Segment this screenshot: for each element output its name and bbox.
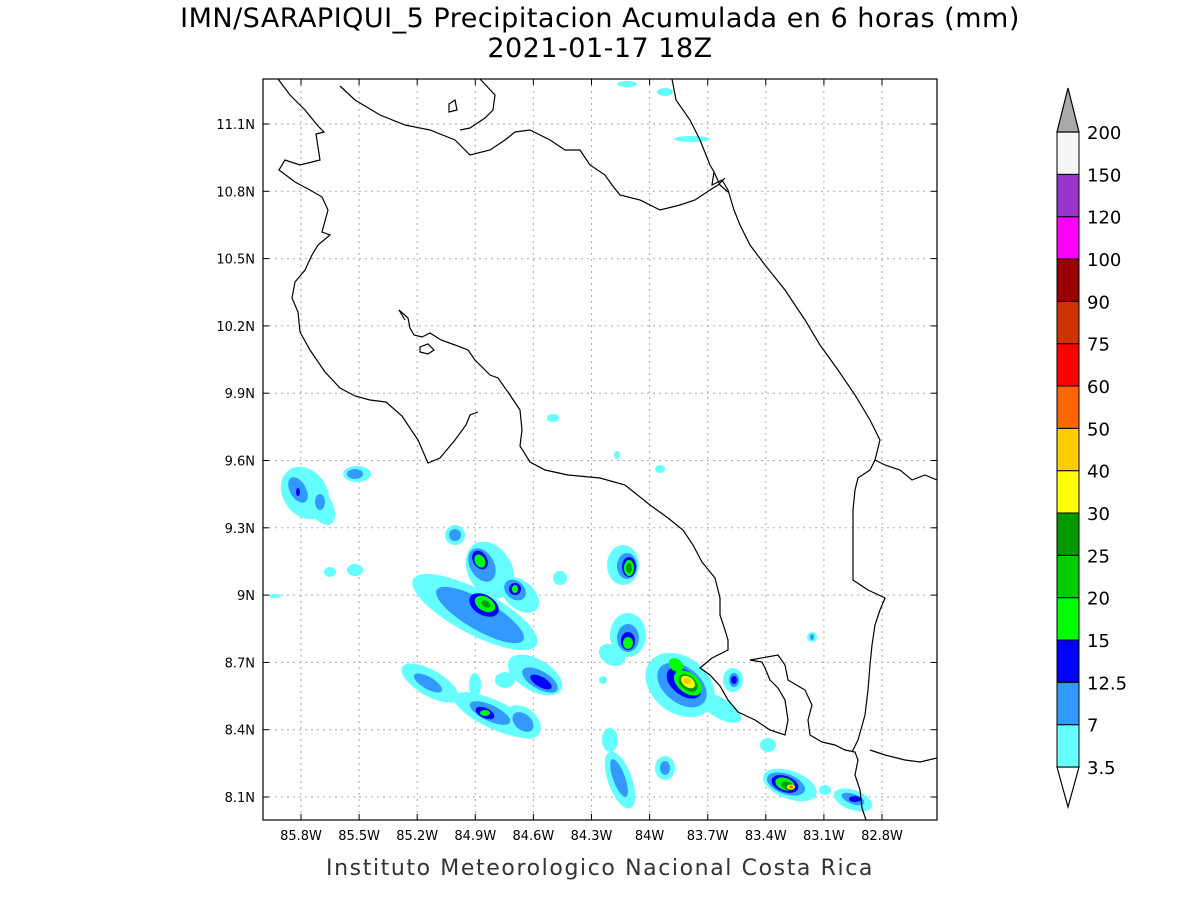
colorbar-label: 25: [1087, 546, 1110, 567]
colorbar-label: 3.5: [1087, 758, 1116, 779]
colorbar-label: 30: [1087, 504, 1110, 525]
lat-tick-label: 8.1N: [225, 791, 255, 806]
lat-tick-label: 10.5N: [216, 253, 255, 268]
lon-tick-label: 83.1W: [803, 829, 845, 844]
map-date: 2021-01-17 18Z: [487, 33, 713, 64]
colorbar-label: 20: [1087, 589, 1110, 610]
colorbar-label: 75: [1087, 335, 1110, 356]
colorbar-swatch: [1056, 216, 1080, 260]
lon-tick-label: 85.2W: [396, 829, 438, 844]
colorbar-swatch: [1056, 385, 1080, 429]
colorbar-swatch: [1056, 300, 1080, 345]
lon-tick-label: 84.9W: [454, 829, 496, 844]
map-grid: [263, 79, 937, 820]
colorbar-swatch: [1056, 639, 1080, 683]
lon-tick-label: 84.3W: [571, 829, 613, 844]
colorbar-label: 40: [1087, 462, 1110, 483]
colorbar-swatch: [1056, 597, 1080, 641]
lon-tick-label: 83.7W: [687, 829, 729, 844]
colorbar-swatch: [1056, 427, 1080, 472]
lon-tick-label: 84W: [635, 829, 665, 844]
colorbar-swatch: [1056, 554, 1080, 599]
colorbar-label: 120: [1087, 208, 1121, 229]
colorbar-label: 12.5: [1087, 673, 1127, 694]
colorbar-swatch: [1056, 470, 1080, 514]
colorbar-label: 15: [1087, 631, 1110, 652]
credit-line: Instituto Meteorologico Nacional Costa R…: [326, 856, 874, 881]
lat-tick-label: 8.4N: [225, 724, 255, 739]
colorbar-legend: 3.5 7 12.5 15 20 25 30 40 50 60 75 90 100 120 150 200: [1056, 87, 1127, 810]
colorbar-label: 7: [1087, 716, 1098, 737]
lat-tick-label: 10.2N: [216, 320, 255, 335]
map-frame: [262, 78, 938, 821]
colorbar-max-arrow: [1056, 87, 1080, 133]
colorbar-swatch: [1056, 173, 1080, 218]
colorbar-label: 90: [1087, 292, 1110, 313]
precipitation-field: [269, 81, 873, 812]
colorbar-swatch: [1056, 681, 1080, 726]
lat-tick-label: 8.7N: [225, 656, 255, 671]
lon-tick-label: 83.4W: [745, 829, 787, 844]
colorbar-label: 60: [1087, 377, 1110, 398]
coastlines: [277, 79, 937, 820]
lat-tick-label: 11.1N: [216, 118, 255, 133]
lon-tick-label: 82.8W: [861, 829, 903, 844]
colorbar-swatch: [1056, 258, 1080, 302]
axis-ticks: 11.1N 10.8N 10.5N 10.2N 9.9N 9.6N 9.3N 9N 8.7N 8.…: [216, 79, 937, 844]
lat-tick-label: 9.3N: [225, 522, 255, 537]
lat-tick-label: 9.9N: [225, 387, 255, 402]
lon-tick-label: 85.8W: [280, 829, 322, 844]
colorbar-label: 200: [1087, 123, 1121, 144]
colorbar-min-arrow: [1056, 766, 1080, 810]
lon-tick-label: 85.5W: [338, 829, 380, 844]
lon-tick-label: 84.6W: [512, 829, 554, 844]
lat-tick-label: 10.8N: [216, 185, 255, 200]
colorbar-swatch: [1056, 343, 1080, 387]
colorbar-swatch: [1056, 724, 1080, 768]
colorbar-swatch: [1056, 512, 1080, 556]
lat-tick-label: 9.6N: [225, 455, 255, 470]
lat-tick-label: 9N: [237, 589, 255, 604]
colorbar-label: 50: [1087, 419, 1110, 440]
map-title: IMN/SARAPIQUI_5 Precipitacion Acumulada …: [180, 3, 1020, 34]
colorbar-label: 100: [1087, 250, 1121, 271]
colorbar-label: 150: [1087, 165, 1121, 186]
colorbar-swatch: [1056, 131, 1080, 175]
